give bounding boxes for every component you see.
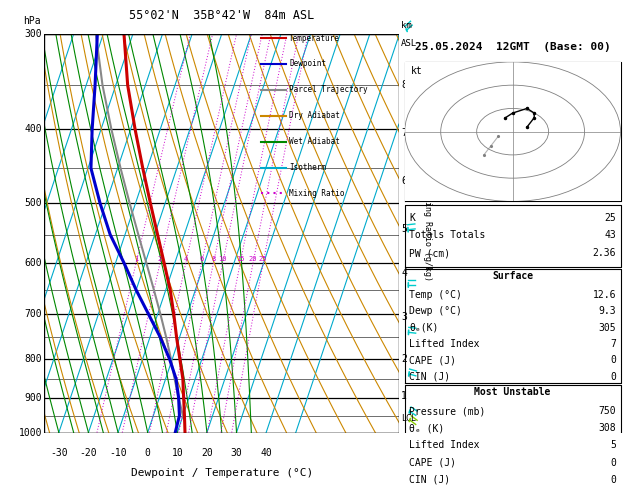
Text: Mixing Ratio: Mixing Ratio	[289, 189, 345, 198]
Text: 0: 0	[145, 449, 150, 458]
Text: Dewpoint: Dewpoint	[289, 59, 326, 69]
Text: -10: -10	[109, 449, 127, 458]
Text: 8: 8	[211, 256, 216, 262]
Text: 5: 5	[401, 224, 407, 234]
Text: 2: 2	[158, 256, 162, 262]
Text: 20: 20	[248, 256, 257, 262]
Text: 25: 25	[259, 256, 267, 262]
Text: CAPE (J): CAPE (J)	[409, 458, 456, 468]
Text: 10: 10	[218, 256, 227, 262]
Text: 1: 1	[401, 391, 407, 401]
Text: 300: 300	[25, 29, 42, 39]
Text: PW (cm): PW (cm)	[409, 248, 450, 258]
Text: kt: kt	[411, 66, 423, 76]
Text: Dry Adiabat: Dry Adiabat	[289, 111, 340, 120]
Text: 800: 800	[25, 354, 42, 364]
Text: LCL: LCL	[401, 414, 416, 423]
Text: 4: 4	[401, 268, 407, 278]
Text: K: K	[409, 213, 415, 223]
Text: 10: 10	[172, 449, 183, 458]
Text: Temperature: Temperature	[289, 34, 340, 42]
Text: Surface: Surface	[492, 271, 533, 281]
Text: 0: 0	[610, 458, 616, 468]
Text: 900: 900	[25, 393, 42, 403]
Text: 40: 40	[260, 449, 272, 458]
Text: 6: 6	[199, 256, 204, 262]
Text: Wet Adiabat: Wet Adiabat	[289, 137, 340, 146]
Text: Totals Totals: Totals Totals	[409, 230, 486, 241]
Text: 400: 400	[25, 124, 42, 134]
Text: Mixing Ratio (g/kg): Mixing Ratio (g/kg)	[423, 186, 432, 281]
Text: 30: 30	[231, 449, 242, 458]
Text: Lifted Index: Lifted Index	[409, 339, 480, 349]
Text: CIN (J): CIN (J)	[409, 372, 450, 382]
Text: CIN (J): CIN (J)	[409, 475, 450, 485]
Text: Lifted Index: Lifted Index	[409, 440, 480, 451]
Text: Most Unstable: Most Unstable	[474, 387, 551, 397]
Text: Dewpoint / Temperature (°C): Dewpoint / Temperature (°C)	[131, 469, 313, 478]
Text: 700: 700	[25, 310, 42, 319]
Text: 1000: 1000	[19, 428, 42, 437]
Text: 25: 25	[604, 213, 616, 223]
Text: 7: 7	[610, 339, 616, 349]
Text: 0: 0	[610, 475, 616, 485]
Text: km: km	[401, 21, 412, 30]
Text: θₑ (K): θₑ (K)	[409, 423, 445, 434]
Text: 6: 6	[401, 176, 407, 186]
Text: 3: 3	[401, 312, 407, 322]
Text: 43: 43	[604, 230, 616, 241]
Text: 500: 500	[25, 198, 42, 208]
Text: 25.05.2024  12GMT  (Base: 00): 25.05.2024 12GMT (Base: 00)	[415, 42, 611, 52]
Text: 4: 4	[184, 256, 188, 262]
Text: Dewp (°C): Dewp (°C)	[409, 307, 462, 316]
Text: -20: -20	[80, 449, 97, 458]
Text: 305: 305	[598, 323, 616, 333]
Text: 0: 0	[610, 355, 616, 365]
Text: 750: 750	[598, 406, 616, 416]
Text: Isotherm: Isotherm	[289, 163, 326, 172]
Text: 8: 8	[401, 80, 407, 90]
Text: 308: 308	[598, 423, 616, 434]
Text: ASL: ASL	[401, 39, 417, 48]
Text: θₑ(K): θₑ(K)	[409, 323, 438, 333]
Text: Parcel Trajectory: Parcel Trajectory	[289, 86, 368, 94]
Text: Temp (°C): Temp (°C)	[409, 290, 462, 300]
Text: 12.6: 12.6	[593, 290, 616, 300]
Text: 9.3: 9.3	[598, 307, 616, 316]
Text: 2.36: 2.36	[593, 248, 616, 258]
Text: 600: 600	[25, 259, 42, 268]
Text: 20: 20	[201, 449, 213, 458]
Text: hPa: hPa	[23, 16, 40, 26]
Text: Pressure (mb): Pressure (mb)	[409, 406, 486, 416]
Text: 1: 1	[134, 256, 138, 262]
Text: 7: 7	[401, 128, 407, 139]
Text: 15: 15	[236, 256, 245, 262]
Text: 0: 0	[610, 372, 616, 382]
Text: 2: 2	[401, 354, 407, 364]
Text: 5: 5	[610, 440, 616, 451]
Text: CAPE (J): CAPE (J)	[409, 355, 456, 365]
Text: 55°02'N  35B°42'W  84m ASL: 55°02'N 35B°42'W 84m ASL	[129, 9, 314, 22]
Text: -30: -30	[50, 449, 68, 458]
